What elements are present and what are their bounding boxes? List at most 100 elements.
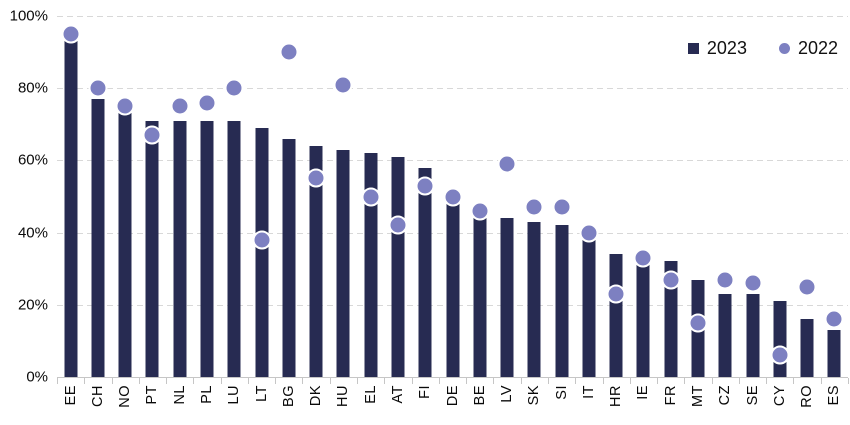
dot-CZ	[715, 270, 735, 290]
gridline-80	[57, 88, 848, 90]
x-axis-label-LV: LV	[499, 385, 516, 403]
bar-IT	[582, 236, 596, 377]
legend-swatch-2023-square	[687, 43, 699, 54]
dot-FR	[661, 270, 681, 290]
y-axis: 0% 20% 40% 60% 80% 100%	[0, 9, 57, 385]
y-axis-label: 40%	[17, 224, 48, 242]
x-axis-tick	[793, 378, 795, 384]
x-axis-label-FR: FR	[662, 385, 679, 406]
bar-LT	[255, 127, 269, 377]
x-axis-label-PT: PT	[144, 385, 161, 405]
bar-AT	[391, 156, 405, 377]
legend-label-2022: 2022	[797, 38, 838, 58]
dot-SE	[743, 273, 763, 293]
x-axis-label-RO: RO	[799, 385, 816, 408]
x-axis-label-IT: IT	[580, 385, 597, 399]
x-axis-tick	[411, 378, 413, 384]
x-axis-label-LT: LT	[253, 385, 270, 402]
dot-RO	[797, 277, 817, 297]
bar-NL	[173, 120, 187, 377]
dot-FI	[415, 176, 435, 196]
bar-DK	[309, 145, 323, 377]
legend: 2023 2022	[687, 38, 838, 59]
dot-BE	[470, 201, 490, 221]
x-axis-label-BE: BE	[471, 385, 488, 406]
x-axis-tick	[602, 378, 604, 384]
x-axis: EE CH NO PT NL PL LU LT BG DK HU EL AT FI DE BE LV SK SI IT…	[57, 377, 848, 425]
x-axis-tick	[302, 378, 304, 384]
bar-IE	[636, 257, 650, 377]
dot-NL	[170, 96, 190, 116]
bar-EL	[364, 153, 378, 377]
dot-LT	[252, 230, 272, 250]
bar-FR	[664, 261, 678, 377]
x-axis-label-SE: SE	[744, 385, 761, 406]
y-axis-label: 20%	[17, 296, 48, 314]
x-axis-tick	[275, 378, 277, 384]
bar-PT	[145, 120, 159, 377]
x-axis-tick	[57, 378, 58, 384]
x-axis-label-HU: HU	[335, 385, 352, 407]
y-axis-label: 100%	[9, 7, 48, 25]
legend-swatch-2022-circle	[778, 43, 790, 54]
y-axis-label: 0%	[26, 368, 48, 386]
bar-HR	[609, 254, 623, 377]
x-axis-tick	[766, 378, 768, 384]
dot-LU	[224, 78, 244, 98]
bar-CY	[773, 301, 787, 377]
x-axis-label-HR: HR	[608, 385, 625, 407]
bar-NO	[118, 113, 132, 377]
x-axis-tick	[84, 378, 86, 384]
dot-LV	[497, 154, 517, 174]
x-axis-tick	[738, 378, 740, 384]
x-axis-label-CH: CH	[89, 385, 106, 407]
bar-SE	[746, 293, 760, 377]
dot-PL	[197, 93, 217, 113]
dot-IT	[579, 223, 599, 243]
bar-SK	[527, 221, 541, 377]
dot-CY	[770, 345, 790, 365]
bar-DE	[446, 203, 459, 377]
x-axis-tick	[384, 378, 386, 384]
dot-EE	[61, 24, 81, 44]
x-axis-tick	[657, 378, 659, 384]
x-axis-label-CY: CY	[771, 385, 788, 407]
gridline-100	[57, 16, 848, 17]
gridline-60	[57, 160, 848, 162]
x-axis-label-ES: ES	[826, 385, 843, 406]
bar-FI	[418, 167, 432, 377]
x-axis-label-CZ: CZ	[717, 385, 734, 406]
bar-LV	[500, 218, 514, 377]
x-axis-tick	[166, 378, 168, 384]
dot-HU	[333, 75, 353, 95]
x-axis-label-DK: DK	[308, 385, 325, 407]
bar-LU	[227, 120, 241, 377]
dot-ES	[824, 309, 844, 329]
dot-CH	[88, 78, 108, 98]
bar-HU	[336, 149, 350, 377]
x-axis-label-EE: EE	[62, 385, 79, 406]
x-axis-tick	[848, 378, 849, 384]
x-axis-label-BG: BG	[280, 385, 297, 407]
dot-NO	[115, 96, 135, 116]
x-axis-label-PL: PL	[199, 385, 216, 404]
bar-SI	[555, 225, 569, 377]
dot-BG	[279, 42, 299, 62]
bar-PL	[200, 120, 214, 377]
dot-SI	[552, 197, 572, 217]
x-axis-tick	[820, 378, 822, 384]
bar-ES	[827, 330, 841, 377]
bar-BG	[282, 138, 296, 377]
plot-area	[57, 16, 849, 384]
dot-PT	[142, 125, 162, 145]
x-axis-label-NL: NL	[171, 385, 188, 405]
x-axis-tick	[193, 378, 195, 384]
dot-MT	[688, 313, 708, 333]
x-axis-label-LU: LU	[226, 385, 243, 405]
x-axis-label-DE: DE	[444, 385, 461, 407]
dot-IE	[633, 248, 653, 268]
x-axis-tick	[220, 378, 222, 384]
x-axis-line	[57, 377, 848, 378]
x-axis-tick	[520, 378, 522, 384]
